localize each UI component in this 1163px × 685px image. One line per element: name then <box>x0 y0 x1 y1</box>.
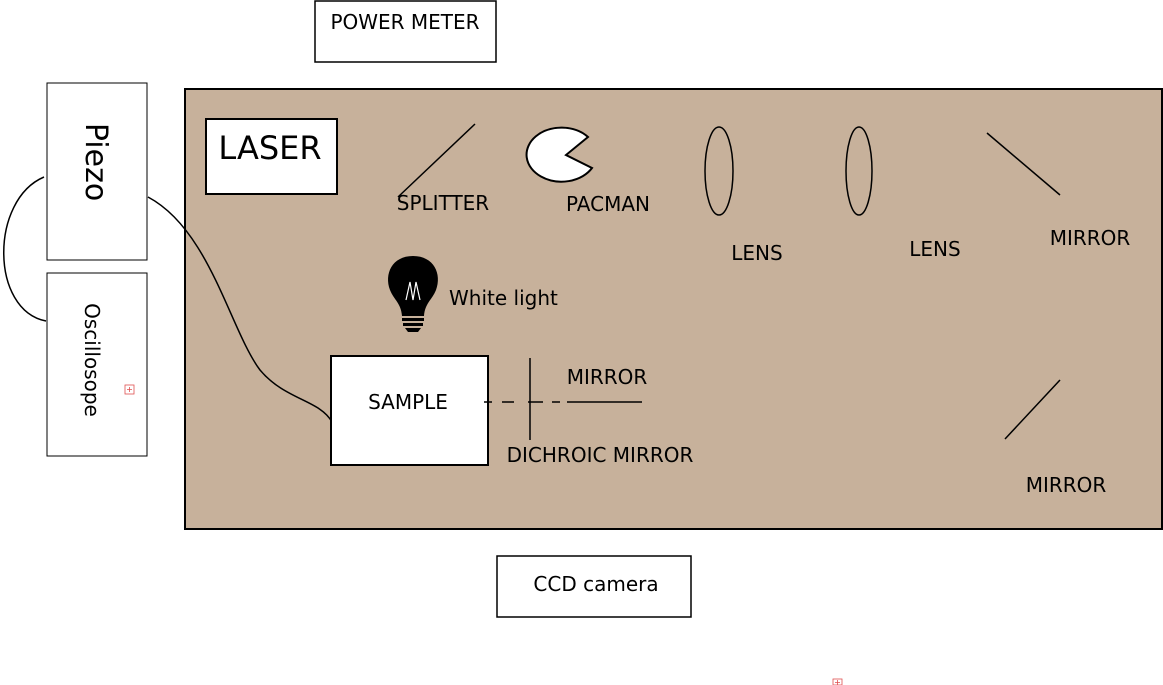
ccd-camera-label: CCD camera <box>533 572 658 596</box>
dichroic-mirror-label: DICHROIC MIRROR <box>507 443 694 467</box>
piezo-box <box>46 82 148 261</box>
cable-piezo-sample <box>147 196 333 423</box>
piezo-label: Piezo <box>78 123 113 201</box>
lens-1 <box>704 126 734 216</box>
splitter <box>397 123 476 198</box>
power-meter-box <box>314 0 497 63</box>
marker-bottom <box>832 678 843 685</box>
sample-box <box>330 355 489 466</box>
mirror-3 <box>1004 379 1061 440</box>
splitter-label: SPLITTER <box>397 191 490 215</box>
marker-small-cross <box>127 387 132 392</box>
marker-small <box>124 384 135 395</box>
sample-label: SAMPLE <box>368 390 448 414</box>
white-light-label: White light <box>449 286 558 310</box>
lens-2-label: LENS <box>909 237 960 261</box>
mirror-2-label: MIRROR <box>567 365 648 389</box>
mirror-1 <box>986 132 1061 196</box>
pacman-label: PACMAN <box>566 192 650 216</box>
oscilloscope-label: Oscillosope <box>80 303 104 417</box>
lens-2 <box>845 126 873 216</box>
lens-1-label: LENS <box>731 241 782 265</box>
laser-box <box>205 118 338 195</box>
laser-label: LASER <box>218 129 321 167</box>
lightbulb-icon <box>388 256 438 332</box>
mirror-3-label: MIRROR <box>1026 473 1107 497</box>
cable-piezo-oscilloscope <box>3 176 47 322</box>
mirror-1-label: MIRROR <box>1050 226 1131 250</box>
oscilloscope-box <box>46 272 148 457</box>
pacman <box>525 126 594 183</box>
marker-bottom-cross <box>835 680 840 685</box>
ccd-camera-box <box>496 555 692 618</box>
power-meter-label: POWER METER <box>330 10 479 34</box>
